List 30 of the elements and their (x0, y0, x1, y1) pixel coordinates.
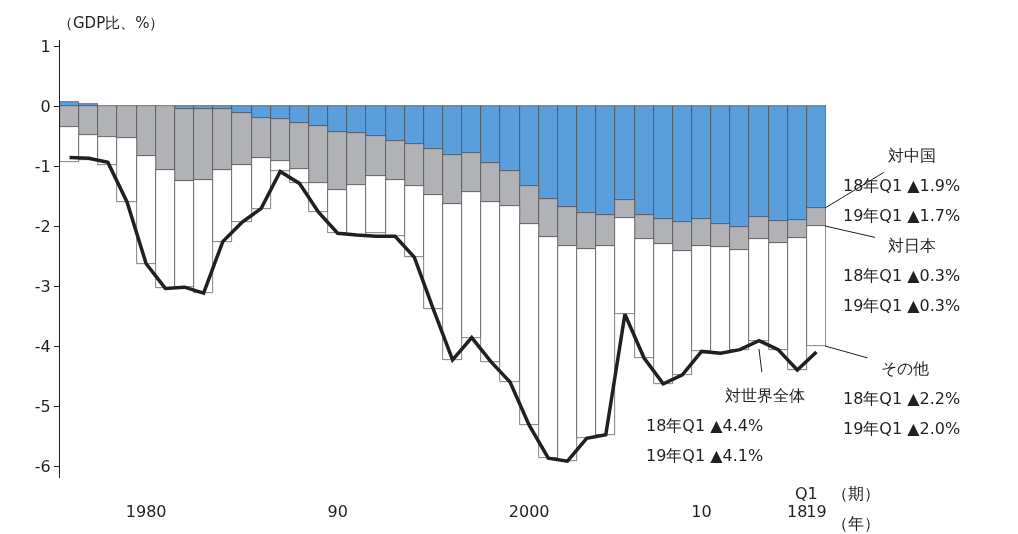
x-tick-label: 1980 (125, 502, 167, 521)
y-tick-label: -6 (34, 456, 51, 476)
x-tick-label: 2000 (508, 502, 550, 521)
x-tick-label: 90 (327, 502, 348, 521)
annotation: 19年Q1 ▲4.1% (646, 446, 764, 465)
text: （年） (832, 514, 880, 533)
text: 18年Q1 ▲1.9% (843, 176, 961, 195)
x-tick-label: 18 (787, 502, 808, 521)
annotation: 18年Q1 ▲4.4% (646, 416, 764, 435)
y-tick-label: 0 (40, 96, 51, 116)
y-tick-label: -5 (34, 396, 51, 416)
text: 19年Q1 ▲1.7% (843, 206, 961, 225)
text: （期） (832, 484, 880, 503)
annotation: その他 (881, 359, 929, 378)
x-tick-label: 19 (806, 502, 827, 521)
annotation: 対日本 (888, 236, 936, 255)
text: 18年Q1 ▲0.3% (843, 266, 961, 285)
text: 19年Q1 ▲2.0% (843, 419, 961, 438)
x-tick-label: 10 (691, 502, 712, 521)
annotation: 対世界全体 (725, 386, 805, 405)
y-axis-title: （GDP比、%） (58, 14, 165, 32)
text: 18年Q1 ▲2.2% (843, 389, 961, 408)
y-tick-label: -1 (34, 156, 51, 176)
y-tick-label: 1 (40, 36, 51, 56)
text: Q1 (795, 484, 818, 503)
y-tick-label: -4 (34, 336, 51, 356)
annotation: 対中国 (888, 146, 936, 165)
text: 19年Q1 ▲0.3% (843, 296, 961, 315)
y-tick-label: -3 (34, 276, 51, 296)
y-tick-label: -2 (34, 216, 51, 236)
